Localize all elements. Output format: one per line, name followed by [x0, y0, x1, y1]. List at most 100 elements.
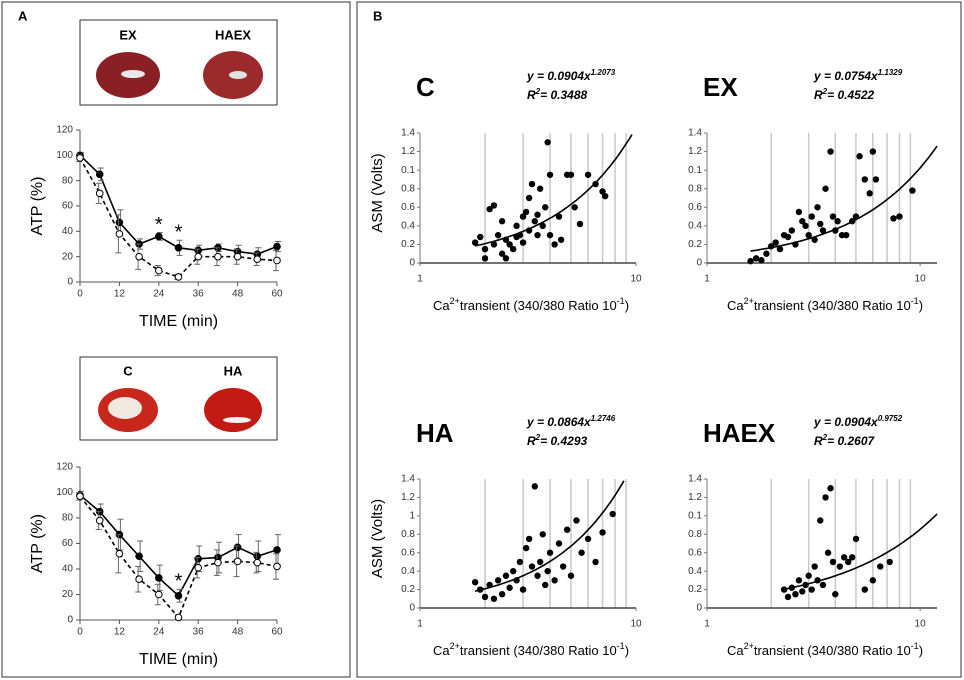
x-axis-label: Ca2+transient (340/380 Ratio 10-1): [727, 641, 923, 658]
data-point: [780, 586, 788, 593]
data-point: [808, 213, 815, 220]
data-point: [784, 233, 792, 241]
data-point: [592, 180, 599, 188]
r-squared-prefix: R: [527, 88, 536, 102]
data-point: [845, 558, 852, 566]
data-point: [763, 250, 770, 257]
equation: y = 0.0904x1.2073: [526, 68, 616, 84]
y-axis-label: ASM (Volts): [369, 499, 386, 578]
data-point: [546, 549, 554, 556]
data-point: [174, 613, 183, 622]
equation: y = 0.0864x1.2746: [526, 414, 616, 430]
x-tick-label: 1: [704, 619, 710, 630]
chart-title: C: [416, 72, 435, 102]
r-squared-value: = 0.3488: [540, 88, 587, 102]
x-tick-label: 12: [114, 627, 126, 638]
series-line: [79, 157, 278, 278]
y-tick-label: 0.4: [688, 220, 702, 231]
x-tick-label: 10: [915, 619, 927, 630]
data-point: [233, 543, 242, 552]
y-tick-label: 0.8: [401, 183, 415, 194]
y-tick-label: 40: [62, 226, 74, 237]
x-axis-label: Ca2+transient (340/380 Ratio 10-1): [727, 296, 923, 313]
data-point: [95, 170, 104, 179]
data-point: [490, 202, 498, 209]
x-tick-label: 1: [417, 619, 423, 630]
y-tick-label: 0.4: [688, 566, 702, 577]
data-point: [539, 531, 546, 538]
x-axis-label-part: ): [625, 298, 629, 313]
data-point: [490, 595, 498, 602]
data-point: [546, 171, 554, 178]
data-point: [509, 567, 517, 575]
data-point: [551, 577, 558, 584]
data-point: [836, 563, 844, 570]
data-point: [599, 529, 606, 536]
data-point: [877, 563, 884, 570]
data-point: [155, 590, 163, 599]
data-point: [194, 252, 202, 261]
data-point: [502, 255, 510, 262]
panel-b-frame: [356, 1, 962, 678]
y-tick-label: 1.2: [401, 146, 415, 157]
data-point: [95, 189, 104, 198]
x-tick-label: 10: [630, 619, 642, 630]
x-tick-label: 48: [232, 627, 244, 638]
panel-label: A: [18, 8, 28, 23]
r-squared-sup: 2: [535, 87, 541, 96]
data-point: [747, 257, 754, 265]
y-tick-label: 100: [56, 487, 73, 498]
x-axis-label-part: transient (340/380 Ratio 10: [460, 298, 617, 313]
data-point: [528, 180, 536, 188]
y-tick-label: 1.2: [401, 492, 415, 503]
r-squared: R2= 0.4293: [527, 433, 587, 449]
heart-cavity: [108, 397, 142, 419]
data-point: [253, 255, 262, 264]
y-tick-label: 0: [696, 603, 702, 614]
r-squared: R2= 0.3488: [527, 87, 587, 103]
y-tick-label: 40: [62, 564, 74, 575]
data-point: [534, 572, 541, 579]
data-point: [848, 554, 856, 561]
data-point: [273, 256, 281, 265]
x-tick-label: 60: [271, 289, 283, 300]
r-squared-sup: 2: [822, 433, 828, 442]
y-tick-label: 0.1: [688, 165, 702, 176]
x-axis-label-part: ): [625, 643, 629, 658]
data-point: [76, 492, 84, 501]
x-axis-label-part: 2+: [450, 296, 460, 306]
data-point: [522, 208, 530, 216]
heart-images-top: EX HAEX: [79, 19, 278, 106]
r-squared-value: = 0.4522: [827, 88, 874, 102]
x-axis-label-part: ): [919, 298, 923, 313]
data-point: [471, 239, 479, 246]
image-label: HA: [224, 363, 243, 378]
y-tick-label: 0.6: [401, 547, 415, 558]
data-point: [481, 255, 489, 262]
y-tick-label: 0.8: [401, 529, 415, 540]
y-axis-label: ASM (Volts): [369, 153, 386, 232]
data-point: [829, 558, 837, 566]
x-tick-label: 48: [232, 289, 244, 300]
y-tick-label: 0.8: [688, 529, 702, 540]
x-tick-label: 24: [153, 289, 165, 300]
data-point: [490, 241, 498, 248]
data-point: [516, 231, 524, 239]
data-point: [822, 494, 829, 501]
data-point: [519, 213, 527, 220]
y-tick-label: 0.6: [688, 547, 702, 558]
data-point: [115, 218, 124, 227]
data-point: [805, 572, 812, 579]
data-point: [253, 552, 262, 561]
data-point: [827, 485, 834, 492]
x-tick-label: 24: [153, 627, 165, 638]
data-point: [886, 558, 893, 566]
y-tick-label: 0.2: [688, 239, 702, 250]
data-point: [502, 236, 510, 243]
x-axis-label-part: -1: [911, 641, 919, 651]
x-axis-label-part: -1: [617, 296, 625, 306]
x-axis-label-part: 2+: [450, 641, 460, 651]
data-point: [174, 244, 183, 252]
data-point: [788, 227, 796, 234]
